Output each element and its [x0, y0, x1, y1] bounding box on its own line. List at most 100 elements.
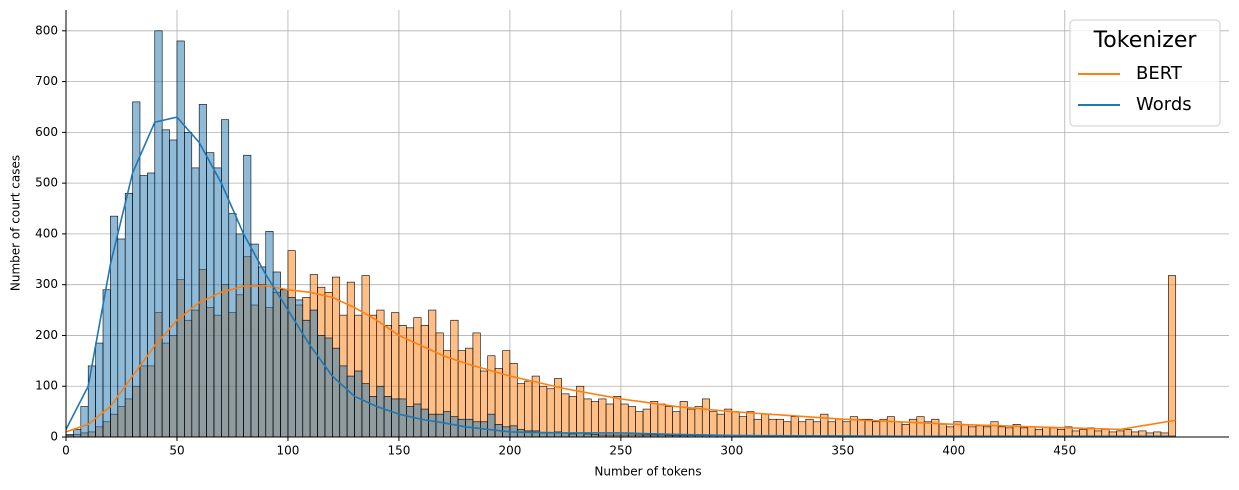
bar	[317, 335, 326, 438]
bar	[1020, 427, 1029, 438]
bar	[102, 289, 111, 438]
x-axis-label: Number of tokens	[594, 465, 701, 479]
legend-title: Tokenizer	[1093, 28, 1198, 53]
bar	[154, 30, 163, 438]
bar	[354, 370, 363, 438]
legend-label: BERT	[1136, 63, 1183, 84]
x-tick-label: 100	[276, 444, 299, 458]
bar	[95, 342, 104, 438]
bar	[339, 365, 348, 438]
bar	[812, 421, 821, 438]
bar	[398, 398, 407, 438]
bar	[946, 426, 955, 438]
bar	[746, 411, 755, 438]
y-tick-label: 700	[35, 74, 58, 88]
bar	[309, 309, 318, 438]
bar	[221, 119, 230, 438]
bar	[576, 385, 585, 438]
bar	[894, 421, 903, 438]
bar	[176, 40, 185, 438]
bar	[546, 432, 555, 438]
bar	[450, 416, 459, 438]
bar	[738, 416, 747, 438]
bar	[983, 426, 992, 438]
bar	[694, 406, 703, 438]
bar	[901, 424, 910, 438]
y-tick-label: 800	[35, 23, 58, 37]
bar	[265, 231, 274, 438]
bar	[324, 337, 333, 438]
bar	[406, 406, 415, 438]
bar	[842, 421, 851, 438]
bar	[716, 413, 725, 438]
kde-line	[65, 284, 1176, 433]
bar	[775, 418, 784, 438]
x-tick-label: 50	[169, 444, 184, 458]
bar	[539, 432, 548, 438]
legend-box	[1069, 19, 1221, 127]
bar	[428, 413, 437, 438]
x-tick-label: 150	[387, 444, 410, 458]
bar	[783, 421, 792, 438]
bar	[590, 401, 599, 438]
bar	[997, 426, 1006, 438]
bar	[709, 411, 718, 438]
bar	[620, 403, 629, 438]
bar	[598, 398, 607, 438]
y-tick-label: 500	[35, 176, 58, 190]
bar	[546, 388, 555, 438]
y-tick-label: 100	[35, 379, 58, 393]
bar	[916, 416, 925, 438]
bar	[124, 192, 133, 438]
legend: Tokenizer BERT Words	[1069, 19, 1221, 127]
axes: 0 50 100 150 200 250 300 350 400 450 0 100 200 300 400…	[35, 10, 1229, 458]
y-tick-label: 0	[50, 430, 58, 444]
x-tick-label: 400	[942, 444, 965, 458]
bar	[383, 396, 392, 438]
y-axis-label: Number of court cases	[9, 155, 23, 291]
bar	[672, 411, 681, 438]
bar	[346, 375, 355, 438]
x-tick-label: 450	[1053, 444, 1076, 458]
bar	[391, 398, 400, 438]
y-tick-label: 200	[35, 328, 58, 342]
x-tick-label: 350	[831, 444, 854, 458]
bar	[184, 132, 193, 438]
bar	[117, 238, 126, 438]
bar	[435, 413, 444, 438]
bar	[805, 418, 814, 438]
bar	[487, 413, 496, 438]
bar	[332, 347, 341, 438]
bar	[413, 403, 422, 438]
bar	[864, 418, 873, 438]
bar	[516, 383, 525, 438]
bar	[502, 350, 511, 438]
bar	[768, 418, 777, 438]
bar	[960, 424, 969, 438]
bar	[376, 385, 385, 438]
bar	[147, 172, 156, 438]
bar	[561, 393, 570, 438]
bar	[886, 416, 895, 438]
bar	[80, 406, 89, 438]
bar	[132, 101, 141, 438]
bar	[243, 154, 252, 438]
bar	[169, 139, 178, 438]
bar	[857, 418, 866, 438]
bar	[827, 421, 836, 438]
bar	[938, 424, 947, 438]
bar	[931, 418, 940, 438]
bar	[213, 167, 222, 438]
bar	[657, 403, 666, 438]
bar	[605, 403, 614, 438]
bar	[664, 406, 673, 438]
bar	[228, 213, 237, 438]
bar	[539, 385, 548, 438]
bar	[524, 380, 533, 438]
bar	[287, 297, 296, 438]
bar	[835, 418, 844, 438]
bar	[516, 429, 525, 438]
bar	[531, 375, 540, 438]
bar	[258, 266, 267, 438]
bar	[798, 421, 807, 438]
